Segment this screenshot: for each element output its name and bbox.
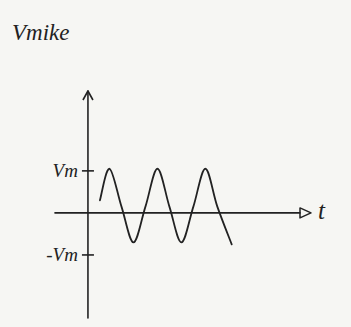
y-tick [82,170,94,172]
x-axis [55,212,300,214]
y-axis-label: Vmike [12,20,69,45]
y-axis [87,91,89,318]
x-axis-arrow [300,208,311,218]
plot-area [100,169,232,245]
y-tick-label: -Vm [46,244,78,265]
y-tick [82,254,94,256]
y-tick-label: Vm [53,160,78,181]
wave-line [100,169,232,245]
x-axis-label: t [318,197,326,224]
chart: Vm -Vm Vmike t [0,0,351,327]
y-axis-arrow [83,91,93,100]
